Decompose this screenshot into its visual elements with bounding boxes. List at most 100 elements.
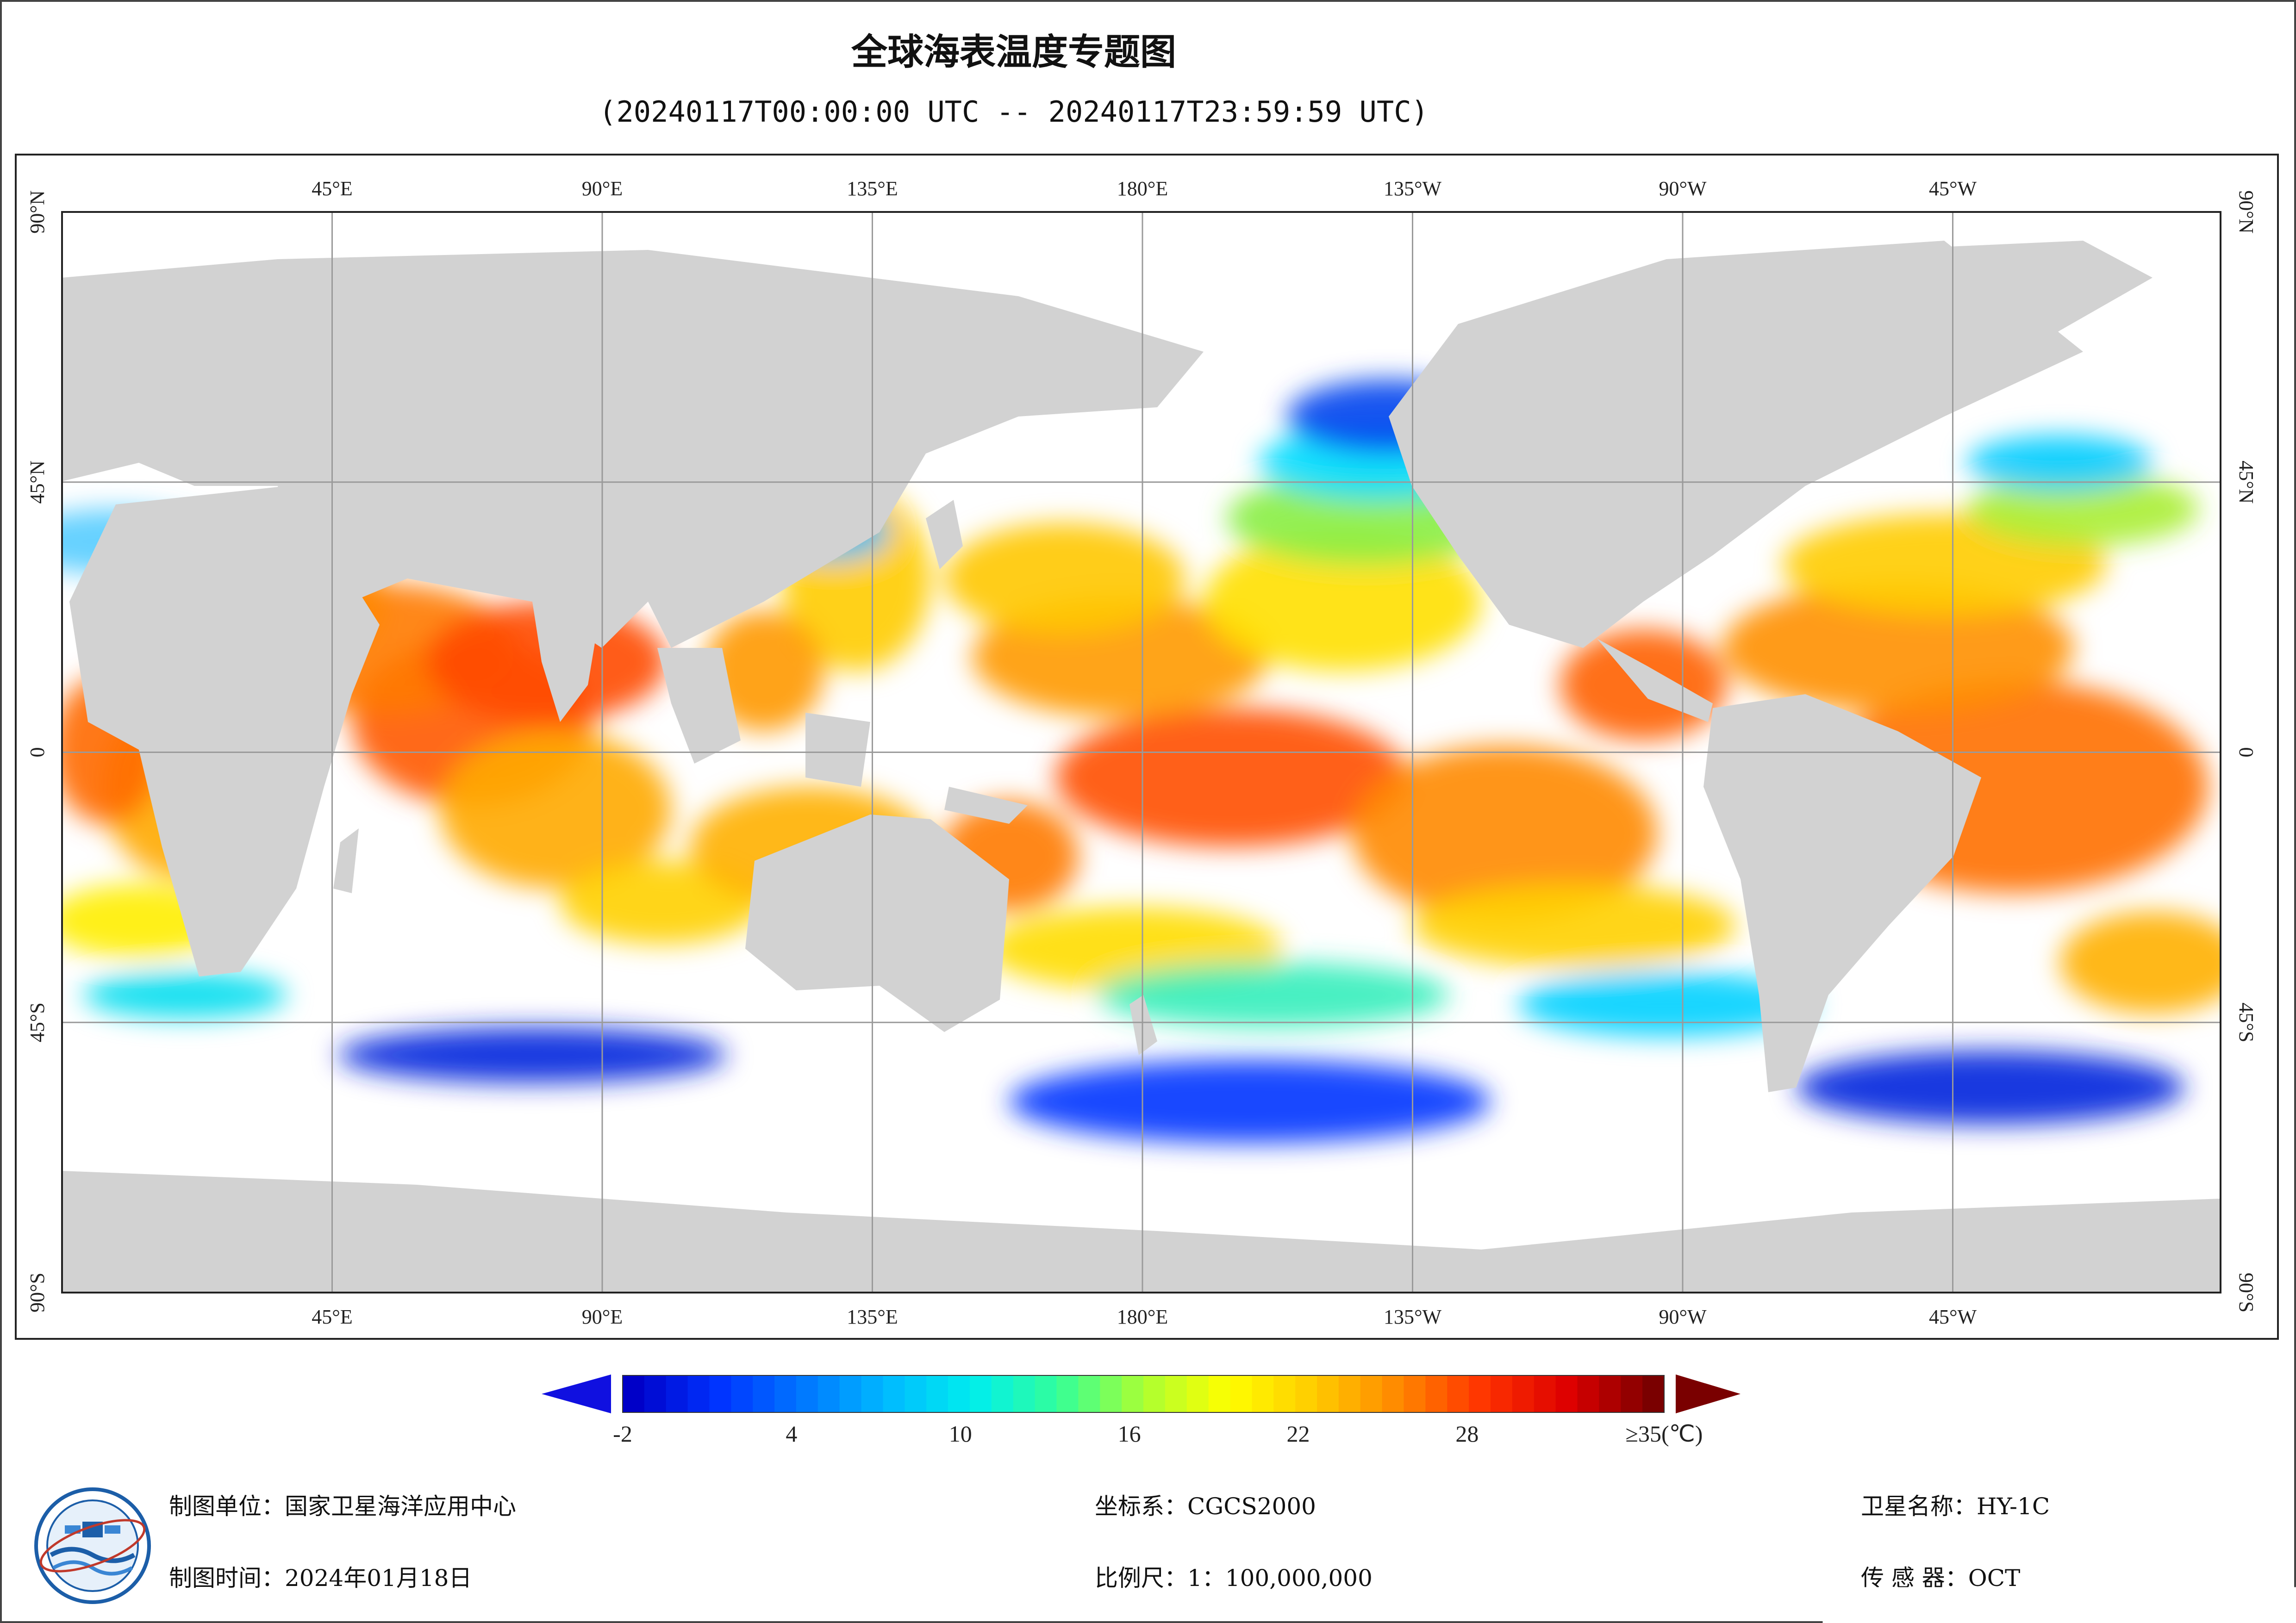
colorbar-cell	[666, 1375, 688, 1412]
colorbar: -2 4 10 16 22 28 ≥35(℃)	[0, 1356, 2296, 1458]
borneo-landmass	[805, 713, 870, 787]
colorbar-cell	[992, 1375, 1014, 1412]
colorbar-tick-label: 4	[786, 1421, 797, 1447]
sst-patch	[1796, 1051, 2185, 1125]
left-lat-label: 45°N	[26, 460, 49, 504]
bottom-lon-label: 90°W	[1659, 1306, 1707, 1328]
colorbar-cell	[905, 1375, 927, 1412]
coordinate-system: 坐标系：CGCS2000	[1095, 1488, 1316, 1521]
colorbar-tick-label: 10	[949, 1421, 972, 1447]
colorbar-cell	[840, 1375, 862, 1412]
sst-patch	[1009, 1060, 1491, 1143]
colorbar-cell	[1578, 1375, 1600, 1412]
colorbar-cell	[1491, 1375, 1513, 1412]
right-lat-label: 0	[2235, 747, 2258, 758]
colorbar-cell	[818, 1375, 840, 1412]
colorbar-cell	[1057, 1375, 1079, 1412]
colorbar-cell	[1013, 1375, 1036, 1412]
colorbar-cell	[1425, 1375, 1447, 1412]
colorbar-tick-label: -2	[613, 1421, 632, 1447]
top-lon-label: 90°E	[582, 177, 623, 200]
colorbar-tick-label: 28	[1455, 1421, 1479, 1447]
colorbar-tick-label: 22	[1286, 1421, 1310, 1447]
top-lon-label: 135°E	[847, 177, 898, 200]
satellite-name: 卫星名称：HY-1C	[1861, 1488, 2050, 1521]
colorbar-cell	[1512, 1375, 1535, 1412]
colorbar-cell	[688, 1375, 710, 1412]
colorbar-cell	[1621, 1375, 1643, 1412]
colorbar-cell	[1599, 1375, 1621, 1412]
colorbar-cell	[1273, 1375, 1296, 1412]
colorbar-cell	[1187, 1375, 1209, 1412]
top-lon-label: 45°W	[1929, 177, 1977, 200]
colorbar-cell	[1642, 1375, 1665, 1412]
sst-patch	[2060, 912, 2245, 1014]
colorbar-cell	[1360, 1375, 1383, 1412]
top-lon-label: 180°E	[1117, 177, 1168, 200]
colorbar-cell	[1209, 1375, 1231, 1412]
bottom-lon-label: 90°E	[582, 1306, 623, 1328]
map-scale: 比例尺：1：100,000,000	[1095, 1560, 1373, 1593]
colorbar-low-arrow	[542, 1374, 611, 1413]
colorbar-cell	[1447, 1375, 1469, 1412]
nsoas-logo	[32, 1486, 153, 1606]
colorbar-cell	[1534, 1375, 1556, 1412]
colorbar-cell	[1295, 1375, 1317, 1412]
left-lat-label: 90°S	[26, 1273, 49, 1312]
colorbar-cell	[1100, 1375, 1122, 1412]
colorbar-cell	[1143, 1375, 1166, 1412]
top-lon-label: 90°W	[1659, 177, 1707, 200]
colorbar-cell	[753, 1375, 775, 1412]
colorbar-cell	[623, 1375, 645, 1412]
sst-patch	[83, 972, 287, 1018]
colorbar-cell	[644, 1375, 667, 1412]
top-lon-label: 45°E	[312, 177, 352, 200]
colorbar-cell	[926, 1375, 948, 1412]
bottom-lon-label: 180°E	[1117, 1306, 1168, 1328]
colorbar-cell	[1122, 1375, 1144, 1412]
left-lat-label: 0	[26, 747, 49, 758]
left-lat-label: 90°N	[26, 190, 49, 233]
colorbar-tick-label: ≥35(℃)	[1626, 1421, 1703, 1447]
colorbar-cell	[948, 1375, 970, 1412]
colorbar-cell	[731, 1375, 753, 1412]
right-lat-label: 45°N	[2235, 460, 2258, 504]
sst-patch	[338, 1027, 727, 1083]
colorbar-cell	[1252, 1375, 1274, 1412]
bottom-lon-label: 135°W	[1384, 1306, 1442, 1328]
colorbar-cells	[623, 1375, 1665, 1412]
colorbar-cell	[1469, 1375, 1491, 1412]
left-lat-label: 45°S	[26, 1002, 49, 1042]
sst-patch	[944, 523, 1185, 634]
colorbar-cell	[1339, 1375, 1361, 1412]
colorbar-cell	[883, 1375, 905, 1412]
top-lon-label: 135°W	[1384, 177, 1442, 200]
right-lat-label: 90°S	[2235, 1273, 2258, 1312]
colorbar-cell	[1230, 1375, 1253, 1412]
colorbar-cell	[1165, 1375, 1187, 1412]
right-lat-label: 45°S	[2235, 1002, 2258, 1042]
colorbar-cell	[1317, 1375, 1339, 1412]
colorbar-cell	[1035, 1375, 1057, 1412]
bottom-lon-label: 45°E	[312, 1306, 352, 1328]
sst-patch	[1412, 884, 1736, 967]
map-maker-unit: 制图单位：国家卫星海洋应用中心	[169, 1488, 516, 1521]
colorbar-cell	[710, 1375, 732, 1412]
sensor-name: 传 感 器：OCT	[1861, 1560, 2020, 1593]
bottom-lon-label: 135°E	[847, 1306, 898, 1328]
colorbar-tick-labels: -2 4 10 16 22 28 ≥35(℃)	[613, 1421, 1703, 1447]
colorbar-cell	[1404, 1375, 1426, 1412]
sst-map: 45°E 90°E 135°E 180°E 135°W 90°W 45°W 45°E 90°E 1…	[0, 0, 2296, 1351]
colorbar-cell	[1078, 1375, 1100, 1412]
right-lat-label: 90°N	[2235, 190, 2258, 233]
colorbar-cell	[1382, 1375, 1404, 1412]
colorbar-cell	[774, 1375, 797, 1412]
colorbar-cell	[970, 1375, 992, 1412]
colorbar-high-arrow	[1676, 1374, 1741, 1413]
bottom-lon-label: 45°W	[1929, 1306, 1977, 1328]
map-date: 制图时间：2024年01月18日	[169, 1560, 472, 1593]
colorbar-cell	[1556, 1375, 1578, 1412]
colorbar-cell	[861, 1375, 884, 1412]
colorbar-cell	[796, 1375, 818, 1412]
colorbar-tick-label: 16	[1118, 1421, 1141, 1447]
